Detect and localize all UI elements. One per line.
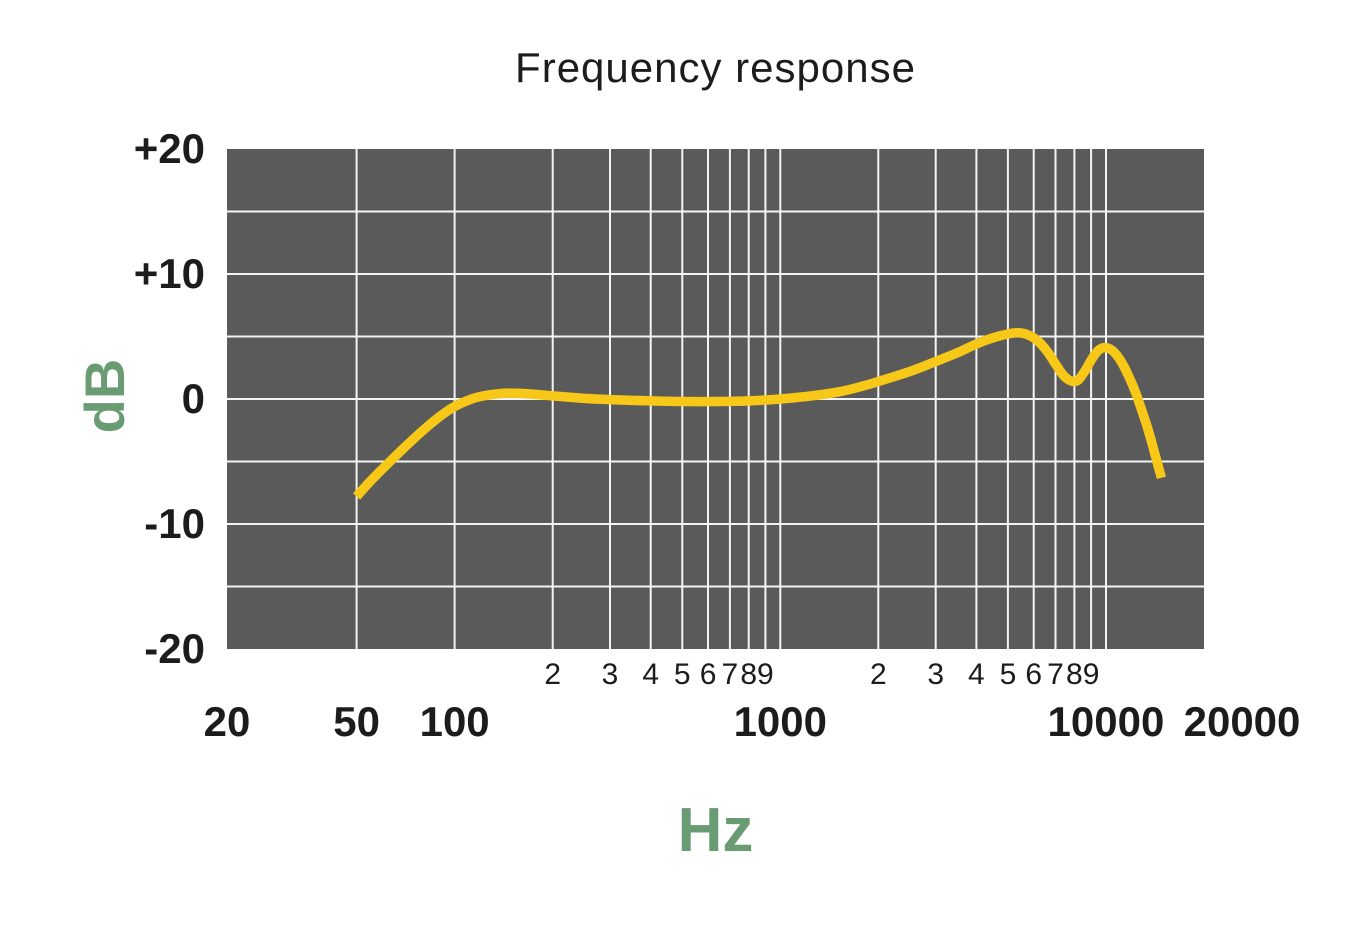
x-minor-tick-label: 5 <box>673 658 691 691</box>
x-minor-tick-label: 7 <box>1047 658 1064 691</box>
x-tick-label: 10000 <box>1047 698 1165 745</box>
plot-area <box>227 149 1204 649</box>
grid-lines <box>227 149 1204 649</box>
x-minor-tick-label: 6 <box>1025 658 1043 691</box>
x-tick-label: 50 <box>333 698 380 745</box>
x-minor-tick-label: 4 <box>968 658 985 691</box>
y-tick-label: +10 <box>133 250 205 297</box>
x-minor-tick-label: 2 <box>869 658 887 691</box>
y-tick-label: -20 <box>144 625 205 672</box>
y-tick-label: +20 <box>133 125 205 172</box>
y-tick-label: -10 <box>144 500 205 547</box>
x-tick-label: 100 <box>419 698 490 745</box>
x-minor-tick-label: 9 <box>1082 658 1100 691</box>
y-axis-label: dB <box>73 358 136 434</box>
x-minor-tick-label: 6 <box>699 658 717 691</box>
x-minor-tick-label: 5 <box>999 658 1017 691</box>
x-minor-tick-label: 3 <box>601 658 619 691</box>
x-minor-tick-label: 2 <box>544 658 561 691</box>
frequency-response-curve <box>353 327 1166 500</box>
x-minor-tick-label: 8 <box>740 658 758 691</box>
x-axis-label: Hz <box>677 796 754 865</box>
chart-title: Frequency response <box>515 44 916 91</box>
x-minor-tick-label: 3 <box>927 658 945 691</box>
frequency-response-plot <box>227 149 1204 649</box>
x-minor-tick-label: 7 <box>721 658 739 691</box>
x-tick-label: 1000 <box>733 698 828 745</box>
x-minor-tick-label: 9 <box>757 658 774 691</box>
x-minor-tick-label: 8 <box>1066 658 1083 691</box>
x-tick-label: 20 <box>203 698 251 745</box>
x-tick-label: 20000 <box>1183 698 1301 745</box>
y-tick-label: 0 <box>181 375 205 422</box>
x-minor-tick-label: 4 <box>642 658 660 691</box>
